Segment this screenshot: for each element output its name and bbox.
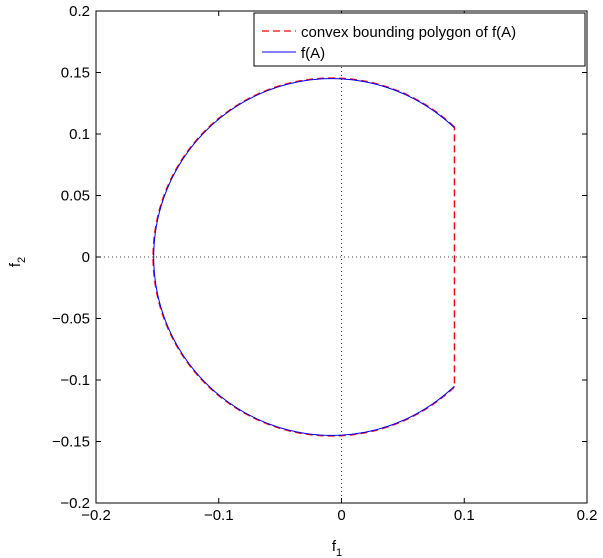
series-f-a-line <box>153 78 455 436</box>
y-axis-ticks: 0.2 0.15 0.1 0.05 0 −0.05 −0.1 −0.15 −0.2 <box>52 3 587 512</box>
x-axis-label-base: f <box>332 538 337 555</box>
x-tick-label: 0.1 <box>454 507 475 524</box>
x-tick-label: 0.2 <box>577 507 598 524</box>
legend-box <box>253 12 586 67</box>
legend-label-f-a: f(A) <box>301 45 325 62</box>
series-layer <box>152 77 456 437</box>
x-tick-label: −0.1 <box>204 507 234 524</box>
x-axis-label: f1 <box>332 538 342 558</box>
x-axis-label-sub: 1 <box>336 547 342 558</box>
x-tick-label: 0 <box>337 507 345 524</box>
y-axis-label-sub: 2 <box>16 257 28 263</box>
y-tick-label: 0 <box>82 249 90 266</box>
y-tick-label: −0.05 <box>52 311 90 328</box>
x-axis-ticks: −0.2 −0.1 0 0.1 0.2 <box>81 11 597 524</box>
legend-label-bounding-polygon: convex bounding polygon of f(A) <box>301 24 516 41</box>
series-bounding-polygon-line <box>152 77 456 437</box>
y-axis-label: f2 <box>7 257 28 267</box>
x-tick-label: −0.2 <box>81 507 111 524</box>
y-axis-label-base: f <box>7 262 24 267</box>
y-tick-label: 0.15 <box>61 65 90 82</box>
y-tick-label: 0.05 <box>61 188 90 205</box>
legend: convex bounding polygon of f(A) f(A) <box>253 12 586 67</box>
y-tick-label: −0.2 <box>60 495 90 512</box>
y-tick-label: 0.1 <box>69 126 90 143</box>
y-tick-label: −0.15 <box>52 434 90 451</box>
y-tick-label: −0.1 <box>60 372 90 389</box>
y-tick-label: 0.2 <box>69 3 90 20</box>
